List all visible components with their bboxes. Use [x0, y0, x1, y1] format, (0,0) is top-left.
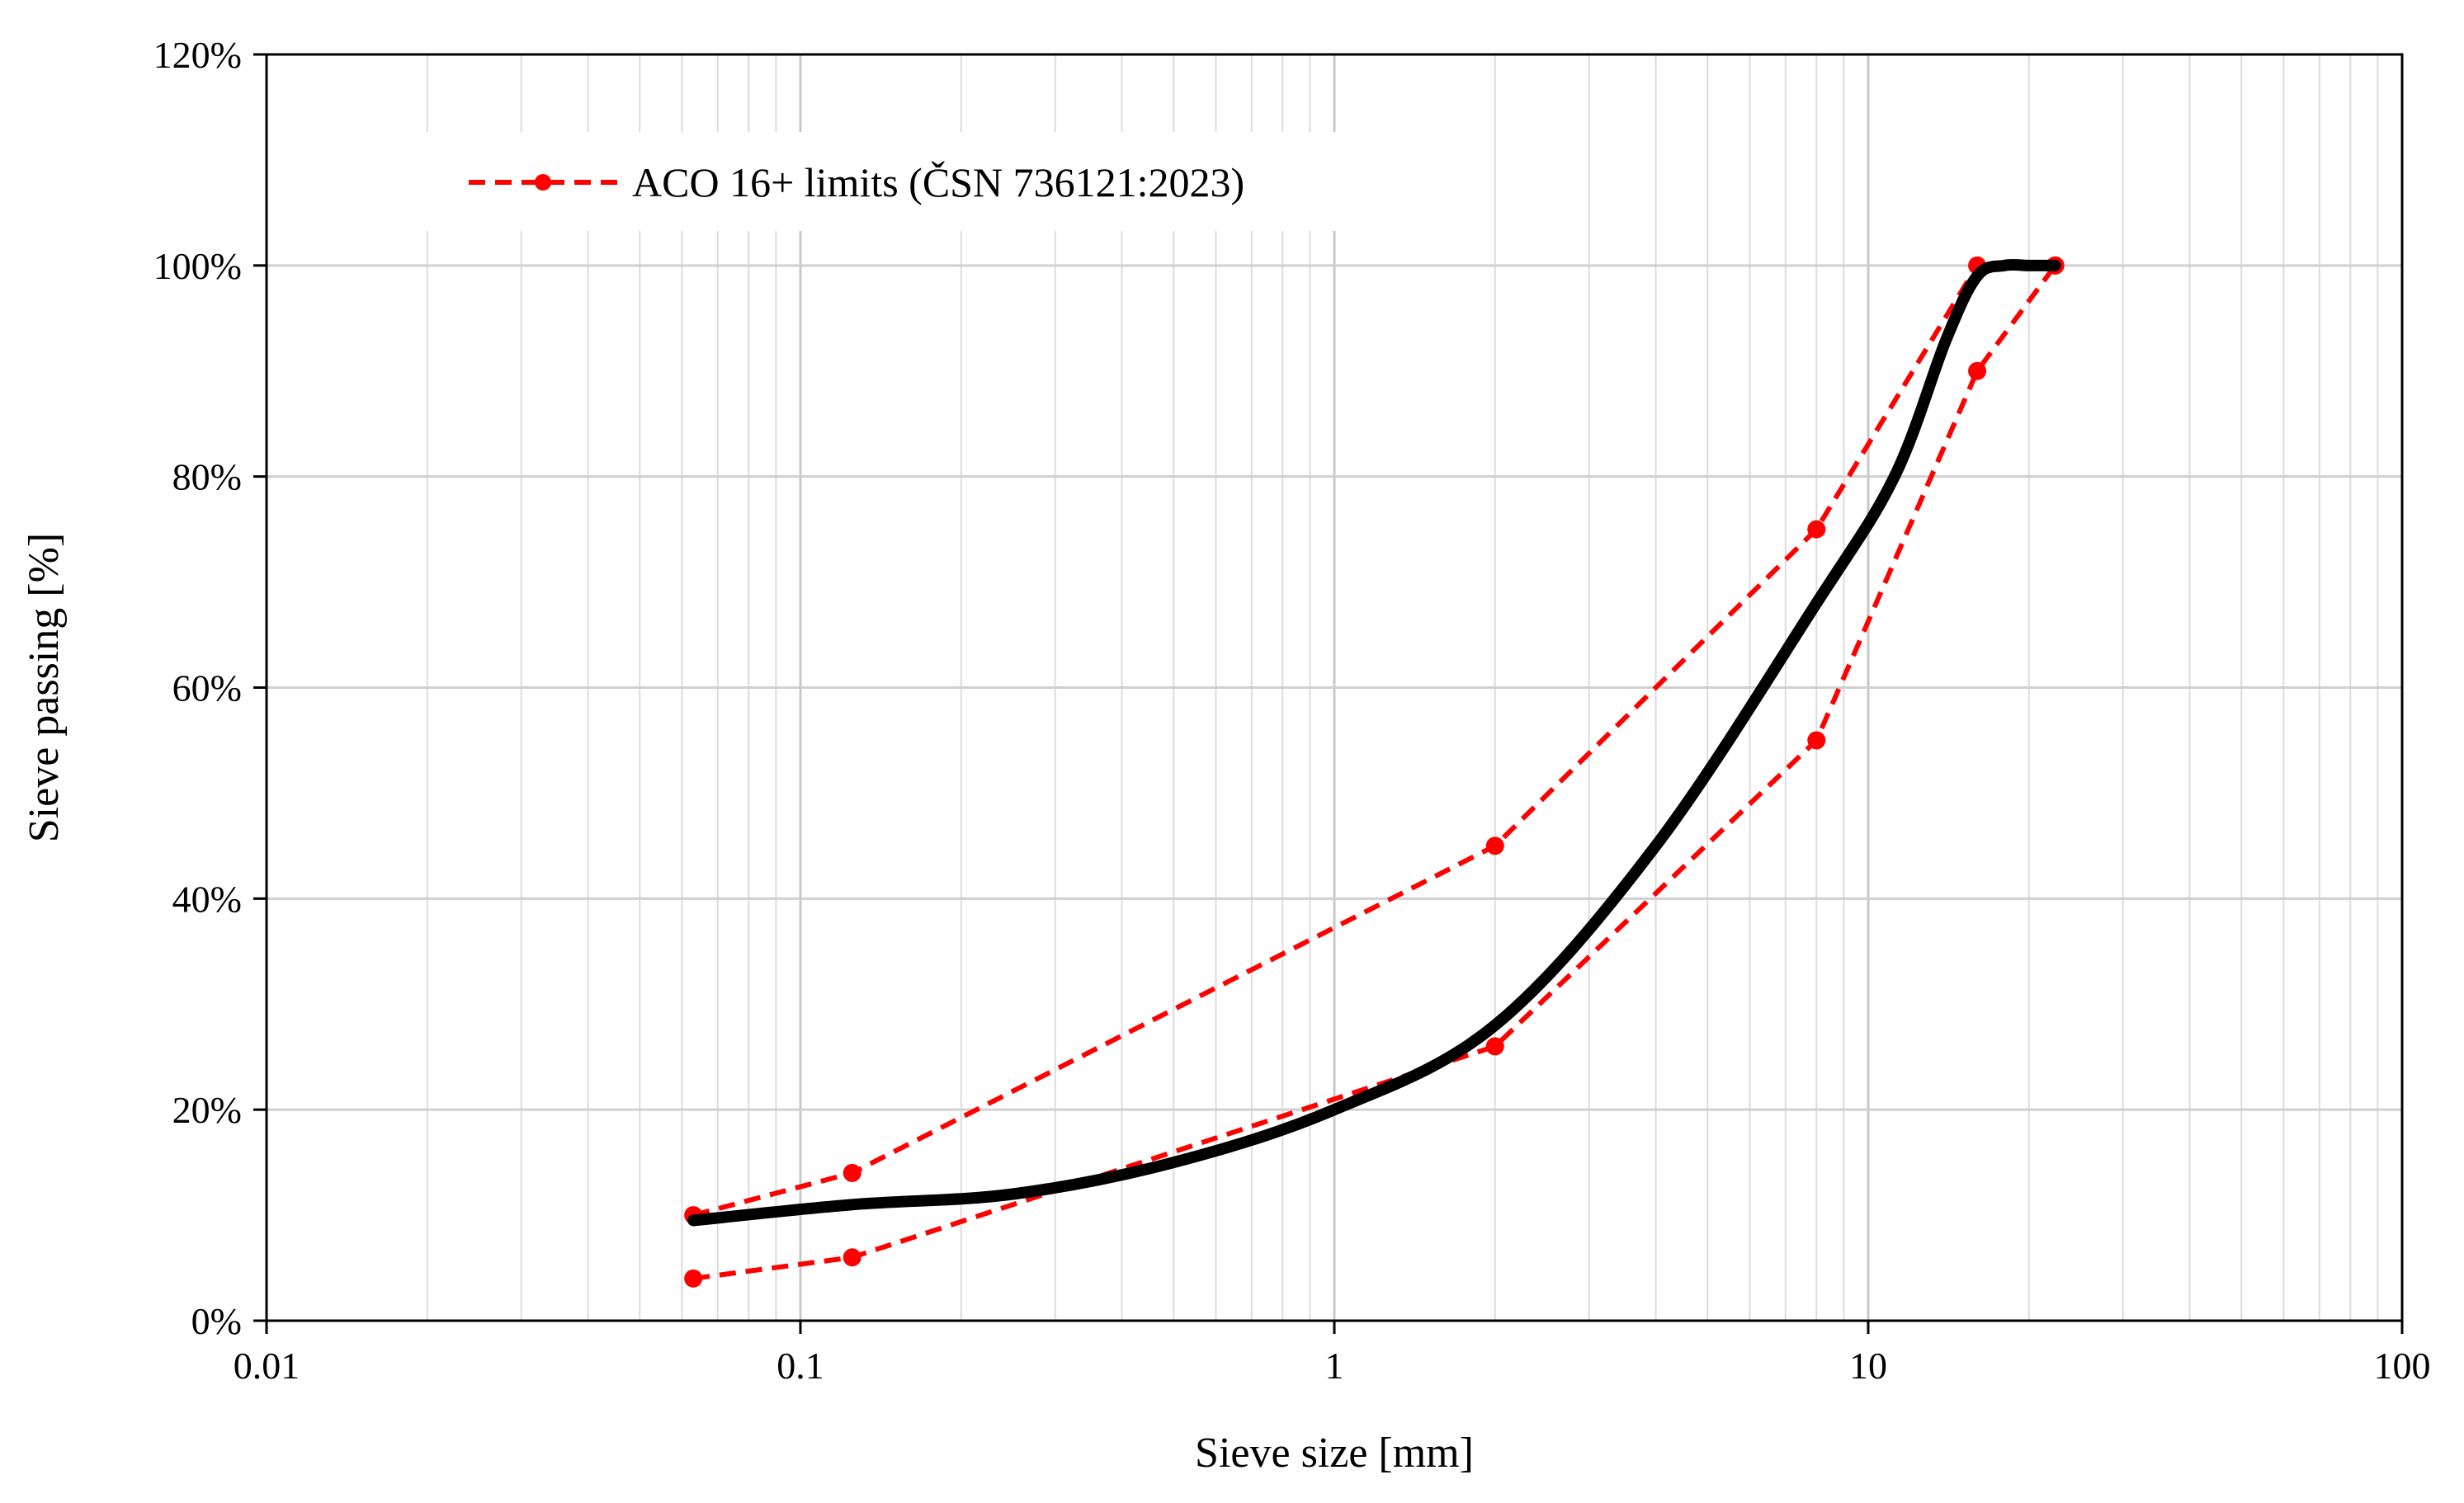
x-tick-label: 1	[1325, 1345, 1344, 1387]
series-1-point	[843, 1248, 861, 1267]
legend-marker	[535, 174, 551, 191]
x-tick-label: 10	[1849, 1345, 1887, 1387]
series-1-point	[684, 1269, 703, 1288]
legend-entry-label: ACO 16+ limits (ČSN 736121:2023)	[632, 159, 1244, 205]
y-tick-label: 0%	[191, 1300, 242, 1342]
x-tick-label: 0.01	[234, 1345, 300, 1387]
legend: ACO 16+ limits (ČSN 736121:2023)	[421, 132, 1428, 231]
y-tick-label: 20%	[172, 1089, 242, 1131]
y-tick-label: 60%	[172, 667, 242, 709]
series-0-point	[1485, 836, 1504, 855]
series-2-line	[687, 258, 2061, 1227]
y-axis-title: Sieve passing [%]	[21, 533, 68, 842]
series-1-point	[1968, 361, 1987, 380]
series-0-point	[1807, 520, 1826, 539]
series-layer	[684, 256, 2065, 1288]
x-tick-label: 0.1	[776, 1345, 824, 1387]
y-tick-label: 100%	[153, 245, 242, 287]
y-tick-label: 40%	[172, 878, 242, 920]
x-tick-label: 100	[2374, 1345, 2431, 1387]
x-axis-title: Sieve size [mm]	[1195, 1430, 1474, 1477]
series-0-point	[843, 1163, 861, 1182]
major-gridlines	[265, 53, 2404, 1322]
y-tick-label: 80%	[172, 456, 242, 498]
y-tick-label: 120%	[153, 34, 242, 76]
x-tick-labels: 0.01 0.1 1 10 100	[234, 1345, 2431, 1387]
y-tick-labels: 0% 20% 40% 60% 80% 100% 120%	[153, 34, 242, 1342]
series-0-line	[692, 262, 2056, 1218]
series-1-point	[1807, 731, 1826, 750]
series-1-point	[1485, 1037, 1504, 1056]
series-1-line	[692, 264, 2058, 1281]
axis-ticks	[253, 53, 2404, 1334]
